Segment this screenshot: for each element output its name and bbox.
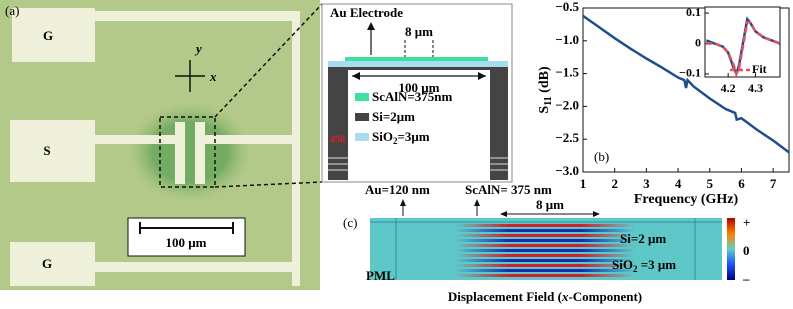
colorbar-label: + bbox=[743, 215, 750, 230]
x-tick-label: 6 bbox=[738, 176, 745, 191]
panel-label: (b) bbox=[594, 149, 609, 164]
annotation: Au=120 nm bbox=[365, 182, 430, 197]
y-tick-label: 0.1 bbox=[686, 5, 701, 19]
colorbar-label: – bbox=[742, 271, 750, 286]
pad-label: G bbox=[42, 256, 52, 271]
x-tick-label: 5 bbox=[707, 176, 714, 191]
caption-text: Displacement Field ( bbox=[448, 289, 562, 304]
marker-label: 450 bbox=[330, 134, 345, 145]
legend-label: Fit bbox=[752, 62, 767, 76]
annotation: 8 μm bbox=[536, 197, 564, 212]
annotation: PML bbox=[366, 268, 395, 283]
legend-text: =3μm bbox=[397, 129, 429, 144]
x-tick-label: 7 bbox=[770, 176, 777, 191]
annotation: ScAlN= 375 nm bbox=[465, 182, 552, 197]
x-axis-title: Frequency (GHz) bbox=[634, 192, 739, 207]
axis-label: x bbox=[209, 69, 217, 84]
x-tick-label: 3 bbox=[643, 176, 650, 191]
data-line bbox=[582, 14, 790, 154]
micrograph bbox=[0, 0, 323, 290]
legend-label: Si=2μm bbox=[372, 109, 415, 124]
legend-text: Si=2μm bbox=[372, 109, 415, 124]
legend-text: SiO bbox=[372, 129, 393, 144]
y-axis-title-text: (dB) bbox=[537, 66, 552, 96]
field-plot bbox=[370, 199, 735, 280]
x-tick-label: 4.2 bbox=[721, 81, 736, 95]
caption: Displacement Field (x-Component) bbox=[448, 289, 642, 304]
x-tick-label: 4 bbox=[675, 176, 682, 191]
y-tick-label: −1.0 bbox=[555, 32, 579, 47]
subscript: 11 bbox=[543, 96, 554, 105]
cross-section bbox=[321, 3, 513, 183]
y-axis-title: S11 (dB) bbox=[537, 66, 554, 114]
y-tick-label: −0.5 bbox=[555, 0, 579, 14]
x-tick-label: 2 bbox=[611, 176, 618, 191]
y-axis-title-text: S bbox=[537, 106, 552, 114]
pad-label: S bbox=[43, 143, 50, 158]
cross-section-title: Au Electrode bbox=[330, 5, 403, 20]
width-label: 100 μm bbox=[399, 80, 440, 95]
annotation: Si=2 μm bbox=[620, 231, 666, 246]
panel-label: (c) bbox=[343, 215, 357, 230]
legend-text: ScAlN=375nm bbox=[372, 89, 453, 104]
data-line bbox=[706, 20, 781, 78]
x-tick-label: 4.3 bbox=[748, 81, 763, 95]
annotation: SiO2 =3 μm bbox=[612, 257, 676, 274]
gap-label: 8 μm bbox=[405, 24, 433, 39]
subscript: 2 bbox=[393, 136, 398, 146]
y-tick-label: −0.1 bbox=[679, 66, 701, 80]
caption-text: -Component) bbox=[568, 289, 642, 304]
legend-label: ScAlN=375nm bbox=[372, 89, 453, 104]
annotation-text: SiO bbox=[612, 257, 633, 272]
y-tick-label: −3.0 bbox=[555, 163, 579, 178]
legend-label: SiO2=3μm bbox=[372, 129, 430, 146]
x-tick-label: 1 bbox=[580, 176, 587, 191]
y-tick-label: −1.5 bbox=[555, 65, 579, 80]
y-tick-label: −2.5 bbox=[555, 130, 579, 145]
axis-label: y bbox=[194, 41, 202, 56]
scale-bar-label: 100 μm bbox=[166, 235, 207, 250]
colorbar-label: 0 bbox=[743, 243, 750, 258]
panel-label: (a) bbox=[5, 3, 19, 18]
pad-label: G bbox=[43, 28, 53, 43]
subscript: 2 bbox=[633, 264, 638, 274]
annotation-text: =3 μm bbox=[637, 257, 676, 272]
y-tick-label: 0 bbox=[695, 35, 701, 49]
y-tick-label: −2.0 bbox=[555, 97, 579, 112]
caption-text: x bbox=[561, 289, 569, 304]
